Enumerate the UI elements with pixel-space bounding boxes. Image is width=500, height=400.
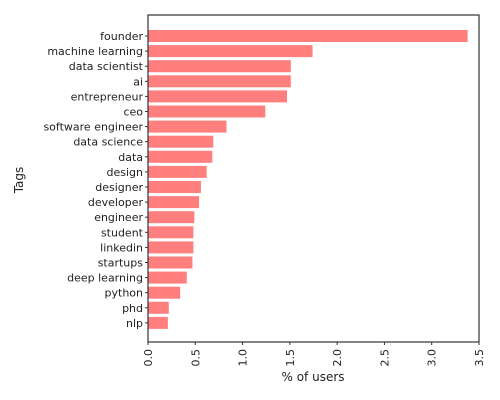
y-tick-label: linkedin (100, 241, 143, 254)
y-tick-label: nlp (126, 317, 143, 330)
y-tick-label: deep learning (67, 272, 143, 285)
bar-nlp (148, 316, 168, 329)
bar-data-science (148, 135, 214, 148)
y-tick-label: developer (88, 196, 144, 209)
bar-data (148, 150, 213, 163)
bar-engineer (148, 211, 195, 224)
y-axis-label: Tags (12, 167, 26, 195)
bar-linkedin (148, 241, 194, 254)
y-tick-label: data (118, 151, 143, 164)
bar-phd (148, 301, 169, 314)
x-tick-label: 3.0 (426, 349, 439, 367)
x-tick-label: 1.5 (284, 349, 297, 367)
y-tick-label: startups (98, 257, 144, 270)
bar-ceo (148, 105, 266, 118)
x-tick-label: 2.0 (331, 349, 344, 367)
y-tick-label: student (101, 226, 144, 239)
y-tick-label: python (105, 287, 144, 300)
bar-founder (148, 30, 468, 42)
bar-design (148, 165, 207, 178)
bar-deep-learning (148, 271, 187, 284)
bar-data-scientist (148, 60, 291, 73)
y-tick-label: engineer (94, 211, 143, 224)
x-tick-label: 1.0 (237, 349, 250, 367)
y-tick-label: software engineer (43, 121, 143, 134)
x-tick-label: 0.0 (142, 349, 155, 367)
bar-python (148, 286, 181, 299)
y-tick-label: ceo (123, 106, 143, 119)
bar-startups (148, 256, 193, 269)
y-tick-label: designer (95, 181, 143, 194)
y-tick-label: founder (100, 30, 143, 43)
bar-entrepreneur (148, 90, 288, 103)
bar-student (148, 226, 194, 239)
x-tick-label: 0.5 (189, 349, 202, 367)
x-tick-label: 3.5 (473, 349, 486, 367)
y-tick-label: ai (133, 75, 143, 88)
y-tick-label: data science (73, 136, 143, 149)
y-tick-label: phd (122, 302, 143, 315)
bar-machine-learning (148, 45, 313, 58)
x-axis-label: % of users (281, 370, 344, 384)
bar-designer (148, 181, 201, 193)
bar-software-engineer (148, 120, 227, 133)
x-ticks: 0.0 0.5 1.0 1.5 2.0 2.5 3.0 3.5 (142, 342, 486, 367)
bar-ai (148, 75, 291, 88)
y-tick-labels: founder machine learning data scientist ai e… (43, 30, 148, 330)
y-tick-label: design (107, 166, 144, 179)
bars-group (148, 30, 468, 329)
y-tick-label: entrepreneur (71, 90, 144, 103)
bar-developer (148, 196, 200, 209)
y-tick-label: machine learning (47, 45, 143, 58)
y-tick-label: data scientist (69, 60, 144, 73)
x-tick-label: 2.5 (378, 349, 391, 367)
plot-frame (147, 14, 480, 343)
